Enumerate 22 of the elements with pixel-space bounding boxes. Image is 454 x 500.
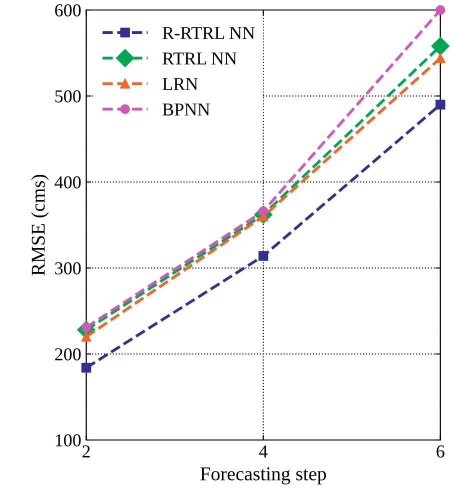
legend-label: RTRL NN	[162, 52, 237, 64]
point	[81, 362, 92, 373]
y-tick-label: 100	[56, 434, 81, 446]
y-tick-label: 600	[55, 4, 81, 16]
x-axis-title: Forecasting step	[200, 467, 326, 484]
point	[431, 37, 450, 56]
y-tick-label: 200	[55, 348, 81, 360]
y-tick-label: 500	[55, 90, 81, 102]
y-axis-title: RMSE (cms)	[31, 174, 49, 276]
point	[436, 53, 446, 64]
point	[436, 100, 446, 110]
x-tick-label: 6	[436, 445, 444, 458]
point	[81, 332, 92, 342]
x-tick-label: 2	[82, 445, 90, 458]
point	[258, 251, 268, 261]
point	[436, 5, 446, 15]
y-tick-label: 300	[55, 262, 81, 274]
legend-label: BPNN	[162, 104, 210, 116]
legend-label: LRN	[162, 78, 198, 90]
y-tick-label: 400	[54, 176, 81, 188]
x-tick-label: 4	[259, 446, 268, 458]
legend-label: R-RTRL NN	[162, 27, 255, 39]
